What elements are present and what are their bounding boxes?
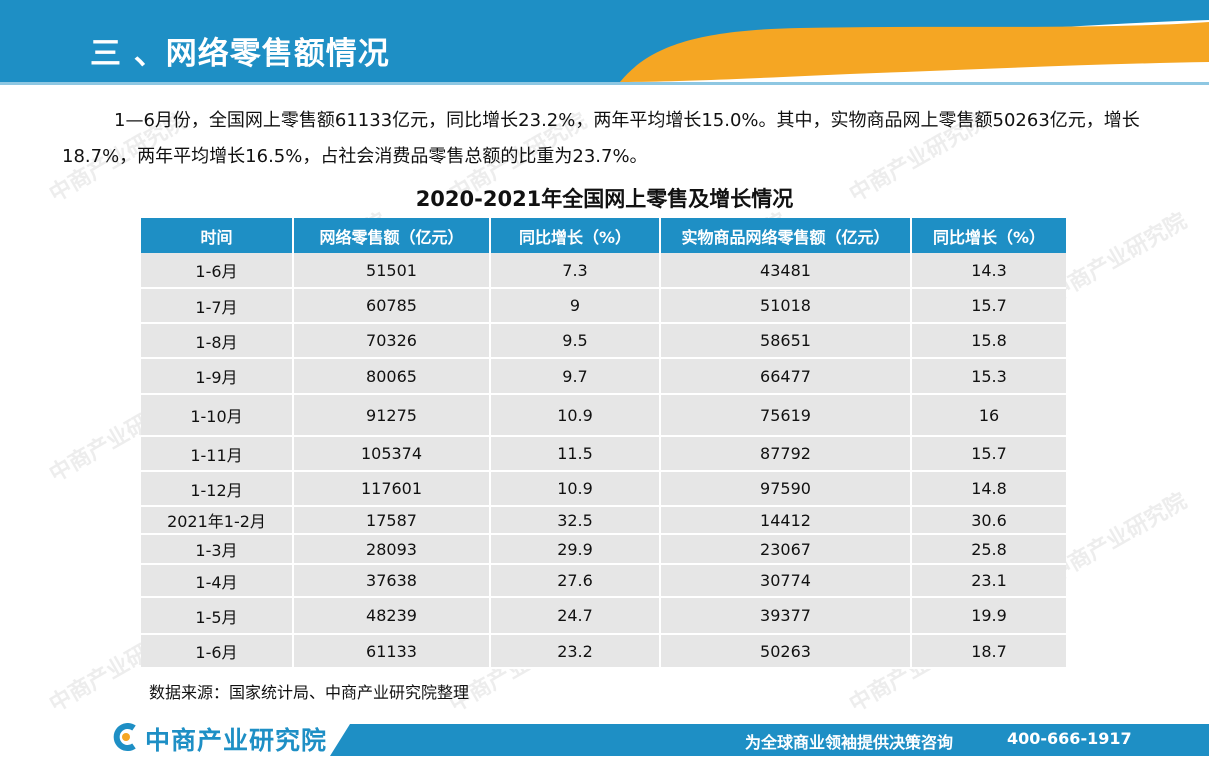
cell-physical-yoy-growth: 15.7 [911, 288, 1066, 324]
cell-physical-goods-retail: 75619 [660, 394, 912, 437]
cell-online-retail: 91275 [293, 394, 491, 437]
table-row: 1-3月 28093 29.9 23067 25.8 [141, 534, 1066, 565]
cell-online-retail: 117601 [293, 471, 491, 507]
cell-physical-yoy-growth: 25.8 [911, 534, 1066, 565]
cell-physical-goods-retail: 58651 [660, 323, 912, 359]
table-header-row: 时间 网络零售额（亿元） 同比增长（%） 实物商品网络零售额（亿元） 同比增长（… [141, 218, 1066, 253]
cell-yoy-growth: 29.9 [490, 534, 661, 565]
page-title: 三 、网络零售额情况 [90, 36, 390, 72]
footer-slogan: 为全球商业领袖提供决策咨询 [745, 733, 954, 752]
footer-bar: 中商产业研究院 为全球商业领袖提供决策咨询 400-666-1917 [0, 716, 1209, 756]
cell-physical-yoy-growth: 14.3 [911, 253, 1066, 289]
cell-online-retail: 51501 [293, 253, 491, 289]
cell-period: 1-8月 [141, 323, 294, 359]
table-row: 1-11月 105374 11.5 87792 15.7 [141, 436, 1066, 472]
data-source-note: 数据来源：国家统计局、中商产业研究院整理 [149, 683, 470, 702]
cell-physical-goods-retail: 87792 [660, 436, 912, 472]
cell-period: 1-6月 [141, 253, 294, 289]
header-background [0, 0, 1209, 85]
cell-physical-goods-retail: 43481 [660, 253, 912, 289]
cell-physical-goods-retail: 51018 [660, 288, 912, 324]
cell-period: 1-5月 [141, 597, 294, 635]
cell-period: 1-4月 [141, 564, 294, 598]
footer-background [0, 716, 1209, 756]
cell-physical-yoy-growth: 14.8 [911, 471, 1066, 507]
cell-physical-yoy-growth: 19.9 [911, 597, 1066, 635]
footer-logo-text: 中商产业研究院 [145, 726, 328, 755]
cell-physical-yoy-growth: 15.3 [911, 358, 1066, 395]
table-row: 1-5月 48239 24.7 39377 19.9 [141, 597, 1066, 635]
column-header-online-retail: 网络零售额（亿元） [293, 218, 491, 253]
cell-online-retail: 17587 [293, 506, 491, 535]
table-row: 1-12月 117601 10.9 97590 14.8 [141, 471, 1066, 507]
cell-physical-yoy-growth: 15.8 [911, 323, 1066, 359]
cell-online-retail: 61133 [293, 634, 491, 669]
cell-yoy-growth: 9.7 [490, 358, 661, 395]
column-header-physical-yoy-growth: 同比增长（%） [911, 218, 1066, 253]
cell-online-retail: 105374 [293, 436, 491, 472]
cell-physical-yoy-growth: 30.6 [911, 506, 1066, 535]
cell-yoy-growth: 24.7 [490, 597, 661, 635]
cell-online-retail: 37638 [293, 564, 491, 598]
table-row: 1-10月 91275 10.9 75619 16 [141, 394, 1066, 437]
cell-period: 1-12月 [141, 471, 294, 507]
table-row: 1-7月 60785 9 51018 15.7 [141, 288, 1066, 324]
cell-period: 1-7月 [141, 288, 294, 324]
cell-physical-goods-retail: 39377 [660, 597, 912, 635]
table-row: 1-6月 51501 7.3 43481 14.3 [141, 253, 1066, 289]
cell-online-retail: 48239 [293, 597, 491, 635]
table-title: 2020-2021年全国网上零售及增长情况 [415, 187, 794, 211]
cell-physical-goods-retail: 66477 [660, 358, 912, 395]
cell-physical-goods-retail: 14412 [660, 506, 912, 535]
column-header-physical-goods-retail: 实物商品网络零售额（亿元） [660, 218, 912, 253]
cell-yoy-growth: 9 [490, 288, 661, 324]
cell-physical-yoy-growth: 18.7 [911, 634, 1066, 669]
cell-yoy-growth: 32.5 [490, 506, 661, 535]
cell-yoy-growth: 9.5 [490, 323, 661, 359]
cell-period: 1-6月 [141, 634, 294, 669]
retail-data-table: 时间 网络零售额（亿元） 同比增长（%） 实物商品网络零售额（亿元） 同比增长（… [141, 218, 1066, 669]
cell-yoy-growth: 7.3 [490, 253, 661, 289]
cell-period: 1-3月 [141, 534, 294, 565]
cell-physical-goods-retail: 30774 [660, 564, 912, 598]
table-row: 2021年1-2月 17587 32.5 14412 30.6 [141, 506, 1066, 535]
cell-yoy-growth: 23.2 [490, 634, 661, 669]
cell-online-retail: 28093 [293, 534, 491, 565]
cell-physical-goods-retail: 97590 [660, 471, 912, 507]
table-row: 1-8月 70326 9.5 58651 15.8 [141, 323, 1066, 359]
table-row: 1-9月 80065 9.7 66477 15.3 [141, 358, 1066, 395]
column-header-yoy-growth: 同比增长（%） [490, 218, 661, 253]
cell-yoy-growth: 10.9 [490, 394, 661, 437]
cell-yoy-growth: 27.6 [490, 564, 661, 598]
cell-physical-goods-retail: 23067 [660, 534, 912, 565]
cell-physical-yoy-growth: 16 [911, 394, 1066, 437]
cell-period: 1-11月 [141, 436, 294, 472]
intro-paragraph: 1—6月份，全国网上零售额61133亿元，同比增长23.2%，两年平均增长15.… [62, 110, 1140, 167]
cell-yoy-growth: 11.5 [490, 436, 661, 472]
cell-physical-yoy-growth: 15.7 [911, 436, 1066, 472]
footer-phone: 400-666-1917 [1007, 729, 1132, 748]
column-header-period: 时间 [141, 218, 294, 253]
cell-physical-yoy-growth: 23.1 [911, 564, 1066, 598]
cell-online-retail: 60785 [293, 288, 491, 324]
cell-period: 2021年1-2月 [141, 506, 294, 535]
cell-online-retail: 80065 [293, 358, 491, 395]
cell-period: 1-10月 [141, 394, 294, 437]
header-banner: 三 、网络零售额情况 [0, 0, 1209, 85]
cell-yoy-growth: 10.9 [490, 471, 661, 507]
cell-period: 1-9月 [141, 358, 294, 395]
cell-online-retail: 70326 [293, 323, 491, 359]
table-row: 1-6月 61133 23.2 50263 18.7 [141, 634, 1066, 669]
table-row: 1-4月 37638 27.6 30774 23.1 [141, 564, 1066, 598]
cell-physical-goods-retail: 50263 [660, 634, 912, 669]
